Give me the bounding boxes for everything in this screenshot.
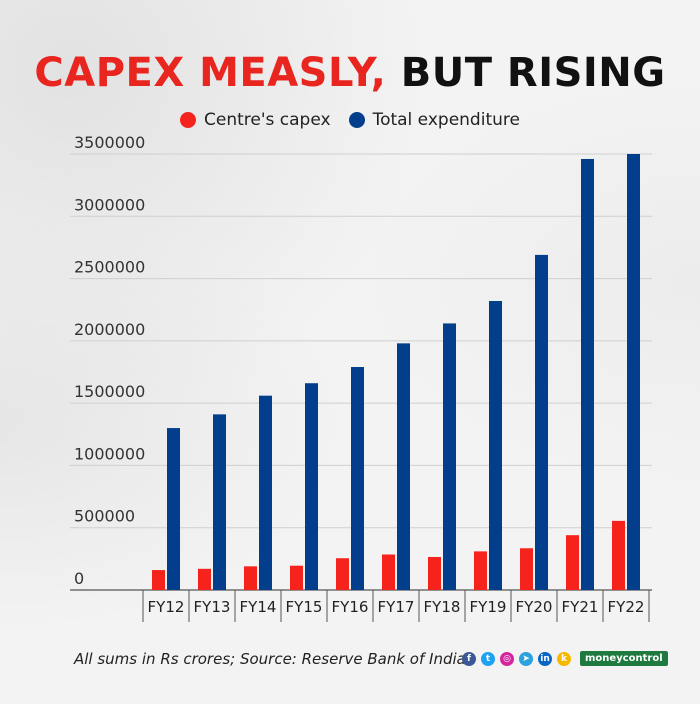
bar-total-fy17	[397, 343, 410, 590]
title-black: BUT RISING	[400, 50, 666, 96]
bar-capex-fy22	[612, 520, 625, 590]
x-tick-label: FY16	[332, 598, 369, 616]
telegram-icon[interactable]: ➤	[519, 651, 533, 666]
x-tick-label: FY21	[562, 598, 599, 616]
y-tick-label: 1500000	[74, 382, 145, 401]
bar-capex-fy15	[290, 565, 303, 590]
bar-capex-fy17	[382, 554, 395, 590]
bar-capex-fy21	[566, 535, 579, 590]
bar-capex-fy14	[244, 566, 257, 590]
page-title: CAPEX MEASLY, BUT RISING	[0, 50, 700, 96]
legend: Centre's capex Total expenditure	[0, 110, 700, 130]
bar-total-fy19	[489, 300, 502, 590]
x-tick-label: FY22	[608, 598, 645, 616]
title-red: CAPEX MEASLY,	[34, 50, 387, 96]
y-tick-label: 3000000	[74, 195, 145, 214]
social-icons: f t ◎ ➤ in k moneycontrol	[462, 651, 668, 666]
bar-total-fy16	[351, 367, 364, 590]
bar-total-fy22	[627, 154, 640, 590]
brand-logo: moneycontrol	[580, 651, 668, 666]
legend-capex-label: Centre's capex	[204, 110, 331, 130]
linkedin-icon[interactable]: in	[538, 651, 552, 666]
bar-total-fy20	[535, 254, 548, 590]
legend-capex-dot-icon	[180, 112, 197, 128]
y-tick-label: 2000000	[74, 320, 145, 339]
bar-capex-fy18	[428, 556, 441, 590]
x-tick-label: FY13	[194, 598, 231, 616]
source-note: All sums in Rs crores; Source: Reserve B…	[74, 650, 466, 668]
bar-capex-fy13	[198, 568, 211, 590]
x-tick-label: FY18	[424, 598, 461, 616]
legend-item-total: Total expenditure	[348, 110, 520, 130]
bar-total-fy12	[167, 428, 180, 590]
y-tick-label: 2500000	[74, 258, 145, 277]
x-tick-label: FY17	[378, 598, 415, 616]
y-tick-label: 1000000	[74, 444, 145, 463]
facebook-icon[interactable]: f	[462, 651, 476, 666]
bar-capex-fy16	[336, 558, 349, 590]
bar-total-fy21	[581, 158, 594, 591]
legend-total-dot-icon	[348, 112, 365, 128]
bar-total-fy13	[213, 414, 226, 590]
x-tick-label: FY12	[148, 598, 185, 616]
koo-icon[interactable]: k	[557, 651, 571, 666]
x-tick-label: FY14	[240, 598, 277, 616]
bar-capex-fy19	[474, 551, 487, 590]
y-tick-label: 3500000	[74, 133, 145, 152]
x-tick-label: FY20	[516, 598, 553, 616]
legend-item-capex: Centre's capex	[180, 110, 331, 130]
bar-total-fy15	[305, 383, 318, 590]
instagram-icon[interactable]: ◎	[500, 651, 514, 666]
x-tick-label: FY19	[470, 598, 507, 616]
bar-total-fy14	[259, 395, 272, 590]
bar-total-fy18	[443, 323, 456, 590]
twitter-icon[interactable]: t	[481, 651, 495, 666]
y-tick-label: 500000	[74, 507, 135, 526]
x-tick-label: FY15	[286, 598, 323, 616]
bar-capex-fy12	[152, 570, 165, 590]
y-tick-label: 0	[74, 569, 84, 588]
bar-capex-fy20	[520, 548, 533, 590]
legend-total-label: Total expenditure	[372, 110, 520, 130]
